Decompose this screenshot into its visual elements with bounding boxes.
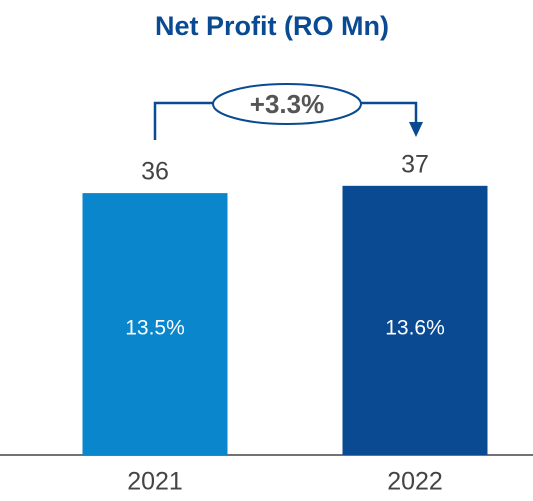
bar [82,193,228,455]
bar-label: 13.6% [385,317,445,340]
arrow-head [409,122,423,137]
annotation: +3.3% [250,89,324,119]
chart-title: Net Profit (RO Mn) [155,11,389,41]
growth-arrow [153,83,423,140]
x-tick-label: 2021 [127,468,183,496]
bar-label: 13.5% [125,317,185,340]
bar [342,185,488,455]
value-label: 36 [141,158,169,186]
arrow-right [361,101,418,124]
arrow-left [153,101,213,140]
value-label: 37 [401,150,429,178]
x-tick-label: 2022 [387,468,443,496]
